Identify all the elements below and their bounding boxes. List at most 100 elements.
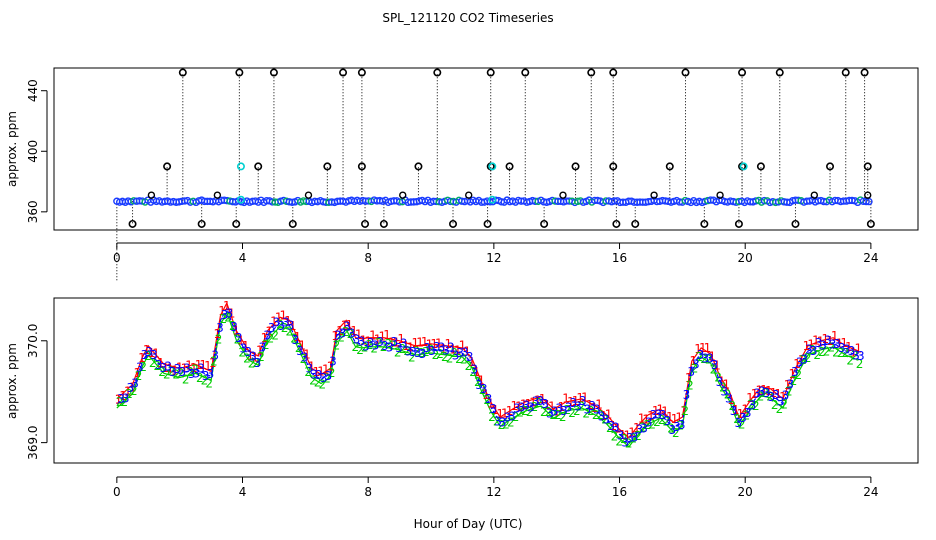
series-marker-2: 2 [403, 344, 411, 358]
series-marker-1: 1 [129, 380, 137, 394]
cyan-point [488, 162, 497, 171]
series-marker-3: 3 [593, 403, 601, 417]
series-marker-1: 1 [831, 329, 839, 343]
series-marker-2: 2 [191, 363, 199, 377]
series-marker-2: 2 [804, 351, 812, 365]
series-marker-3: 3 [645, 415, 653, 429]
series-marker-3: 3 [202, 369, 210, 383]
figure-title: SPL_121120 CO2 Timeseries [382, 11, 553, 25]
series-marker-1: 1 [760, 383, 768, 397]
top-y-tick-label: 440 [26, 79, 40, 102]
series-marker-2: 2 [337, 330, 345, 344]
series-marker-1: 1 [539, 392, 547, 406]
series-marker-2: 2 [460, 353, 468, 367]
series-marker-1: 1 [558, 400, 566, 414]
series-marker-2: 2 [427, 343, 435, 357]
series-marker-2: 2 [818, 345, 826, 359]
series-marker-1: 1 [548, 400, 556, 414]
series-marker-3: 3 [348, 326, 356, 340]
series-marker-3: 3 [433, 340, 441, 354]
series-marker-3: 3 [155, 358, 163, 372]
spike-low-point [197, 219, 206, 228]
series-marker-3: 3 [475, 378, 483, 392]
series-marker-1: 1 [624, 429, 632, 443]
series-marker-3: 3 [136, 361, 144, 375]
series-marker-1: 1 [647, 409, 655, 423]
series-marker-2: 2 [205, 377, 213, 391]
bottom-x-tick-label: 8 [364, 485, 372, 499]
series-marker-3: 3 [329, 355, 337, 369]
series-marker-2: 2 [201, 374, 209, 388]
series-marker-2: 2 [677, 418, 685, 432]
series-marker-1: 1 [708, 349, 716, 363]
series-marker-3: 3 [291, 333, 299, 347]
series-marker-3: 3 [409, 345, 417, 359]
bottom-x-tick-label: 20 [738, 485, 753, 499]
series-marker-1: 1 [148, 346, 156, 360]
series-marker-3: 3 [315, 368, 323, 382]
series-marker-2: 2 [149, 356, 157, 370]
series-marker-1: 1 [242, 339, 250, 353]
series-marker-3: 3 [423, 341, 431, 355]
series-marker-3: 3 [640, 421, 648, 435]
top-x-tick-label: 4 [239, 251, 247, 265]
top-x-tick-label: 12 [486, 251, 501, 265]
series-marker-1: 1 [821, 332, 829, 346]
bottom-x-tick-label: 16 [612, 485, 627, 499]
series-marker-3: 3 [183, 362, 191, 376]
series-marker-2: 2 [842, 346, 850, 360]
series-marker-1: 1 [152, 347, 160, 361]
series-marker-2: 2 [752, 399, 760, 413]
series-marker-1: 1 [765, 384, 773, 398]
bump-point [716, 191, 724, 199]
series-marker-3: 3 [744, 406, 752, 420]
series-marker-3: 3 [730, 404, 738, 418]
series-marker-2: 2 [154, 359, 162, 373]
series-marker-2: 2 [483, 393, 491, 407]
series-marker-3: 3 [145, 345, 153, 359]
series-marker-2: 2 [686, 378, 694, 392]
series-marker-2: 2 [837, 346, 845, 360]
series-marker-2: 2 [436, 347, 444, 361]
series-marker-3: 3 [852, 348, 860, 362]
series-marker-1: 1 [115, 393, 123, 407]
series-marker-2: 2 [512, 410, 520, 424]
series-marker-3: 3 [306, 361, 314, 375]
series-marker-3: 3 [668, 423, 676, 437]
series-marker-1: 1 [350, 324, 358, 338]
bump-point [810, 191, 819, 199]
series-marker-2: 2 [224, 311, 232, 325]
series-marker-2: 2 [229, 319, 237, 333]
series-marker-2: 2 [780, 397, 788, 411]
series-marker-3: 3 [800, 353, 808, 367]
series-marker-1: 1 [661, 405, 669, 419]
series-marker-3: 3 [796, 355, 804, 369]
series-marker-1: 1 [468, 355, 476, 369]
series-marker-3: 3 [673, 420, 681, 434]
series-marker-3: 3 [386, 340, 394, 354]
bump-point [559, 191, 567, 199]
series-marker-2: 2 [158, 365, 166, 379]
series-marker-1: 1 [609, 419, 617, 433]
series-marker-3: 3 [843, 343, 851, 357]
series-marker-3: 3 [141, 348, 149, 362]
spike-high-point [521, 68, 530, 77]
series-marker-3: 3 [456, 346, 464, 360]
series-marker-3: 3 [419, 347, 427, 361]
series-marker-3: 3 [617, 428, 625, 442]
series-marker-3: 3 [697, 348, 705, 362]
spike-high-point [486, 68, 495, 77]
series-marker-1: 1 [836, 336, 844, 350]
series-marker-1: 1 [605, 407, 613, 421]
series-marker-1: 1 [826, 334, 834, 348]
series-marker-3: 3 [164, 359, 172, 373]
series-marker-3: 3 [513, 402, 521, 416]
series-marker-2: 2 [130, 384, 138, 398]
series-marker-2: 2 [417, 346, 425, 360]
spike-mid-point [254, 162, 263, 171]
series-marker-3: 3 [471, 363, 479, 377]
series-marker-1: 1 [411, 336, 419, 350]
series-marker-3: 3 [273, 316, 281, 330]
series-marker-2: 2 [540, 405, 548, 419]
spike-low-point [700, 219, 709, 228]
